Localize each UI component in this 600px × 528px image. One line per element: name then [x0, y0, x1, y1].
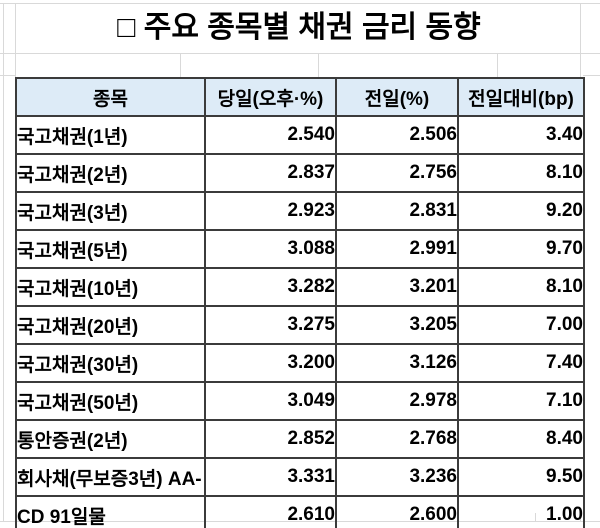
table-row: 국고채권(20년) 3.275 3.205 7.00 — [15, 305, 585, 345]
table-row: 회사채(무보증3년) AA- 3.331 3.236 9.50 — [15, 457, 585, 497]
value-cell: 9.50 — [457, 457, 585, 497]
table-row: 국고채권(10년) 3.282 3.201 8.10 — [15, 267, 585, 307]
bond-rate-table: 종목 당일(오후·%) 전일(%) 전일대비(bp) 국고채권(1년) 2.540 2.5… — [15, 77, 585, 528]
column-header: 전일대비(bp) — [457, 77, 585, 117]
value-cell: 3.275 — [204, 305, 337, 345]
value-cell: 8.40 — [457, 419, 585, 459]
value-cell: 2.610 — [204, 495, 337, 528]
value-cell: 3.236 — [335, 457, 459, 497]
gridline — [15, 3, 16, 77]
item-cell: 국고채권(3년) — [15, 191, 206, 231]
value-cell: 2.756 — [335, 153, 459, 193]
table-row: 국고채권(30년) 3.200 3.126 7.40 — [15, 343, 585, 383]
gridline — [0, 3, 600, 4]
gridline — [3, 3, 4, 521]
gridline — [0, 75, 15, 76]
value-cell: 7.10 — [457, 381, 585, 421]
value-cell: 2.978 — [335, 381, 459, 421]
value-cell: 2.923 — [204, 191, 337, 231]
value-cell: 3.201 — [335, 267, 459, 307]
value-cell: 2.991 — [335, 229, 459, 269]
gridline — [583, 75, 600, 76]
gridline — [180, 53, 181, 77]
value-cell: 1.00 — [457, 495, 585, 528]
value-cell: 2.852 — [204, 419, 337, 459]
value-cell: 2.837 — [204, 153, 337, 193]
item-cell: 국고채권(10년) — [15, 267, 206, 307]
value-cell: 3.282 — [204, 267, 337, 307]
gridline — [497, 53, 498, 77]
value-cell: 7.00 — [457, 305, 585, 345]
gridline — [0, 53, 600, 54]
value-cell: 3.088 — [204, 229, 337, 269]
table-row: 국고채권(1년) 2.540 2.506 3.40 — [15, 115, 585, 155]
value-cell: 3.200 — [204, 343, 337, 383]
value-cell: 3.049 — [204, 381, 337, 421]
column-header: 당일(오후·%) — [204, 77, 337, 117]
table-row: 통안증권(2년) 2.852 2.768 8.40 — [15, 419, 585, 459]
item-cell: 통안증권(2년) — [15, 419, 206, 459]
table-row: 국고채권(3년) 2.923 2.831 9.20 — [15, 191, 585, 231]
item-cell: CD 91일물 — [15, 495, 206, 528]
item-cell: 회사채(무보증3년) AA- — [15, 457, 206, 497]
item-cell: 국고채권(1년) — [15, 115, 206, 155]
table-row: 국고채권(5년) 3.088 2.991 9.70 — [15, 229, 585, 269]
value-cell: 3.126 — [335, 343, 459, 383]
value-cell: 2.540 — [204, 115, 337, 155]
value-cell: 9.20 — [457, 191, 585, 231]
table-row: 국고채권(2년) 2.837 2.756 8.10 — [15, 153, 585, 193]
value-cell: 2.768 — [335, 419, 459, 459]
item-cell: 국고채권(2년) — [15, 153, 206, 193]
table-row: 국고채권(50년) 3.049 2.978 7.10 — [15, 381, 585, 421]
value-cell: 8.10 — [457, 153, 585, 193]
item-cell: 국고채권(50년) — [15, 381, 206, 421]
header-row: 종목 당일(오후·%) 전일(%) 전일대비(bp) — [15, 77, 585, 117]
item-cell: 국고채권(5년) — [15, 229, 206, 269]
value-cell: 2.506 — [335, 115, 459, 155]
value-cell: 3.205 — [335, 305, 459, 345]
column-header: 종목 — [15, 77, 206, 117]
column-header: 전일(%) — [335, 77, 459, 117]
gridline — [318, 53, 319, 77]
value-cell: 3.40 — [457, 115, 585, 155]
value-cell: 7.40 — [457, 343, 585, 383]
gridline — [580, 3, 581, 77]
value-cell: 2.600 — [335, 495, 459, 528]
value-cell: 8.10 — [457, 267, 585, 307]
value-cell: 9.70 — [457, 229, 585, 269]
page-title: □ 주요 종목별 채권 금리 동향 — [117, 11, 481, 44]
item-cell: 국고채권(20년) — [15, 305, 206, 345]
table-row: CD 91일물 2.610 2.600 1.00 — [15, 495, 585, 528]
item-cell: 국고채권(30년) — [15, 343, 206, 383]
value-cell: 3.331 — [204, 457, 337, 497]
value-cell: 2.831 — [335, 191, 459, 231]
